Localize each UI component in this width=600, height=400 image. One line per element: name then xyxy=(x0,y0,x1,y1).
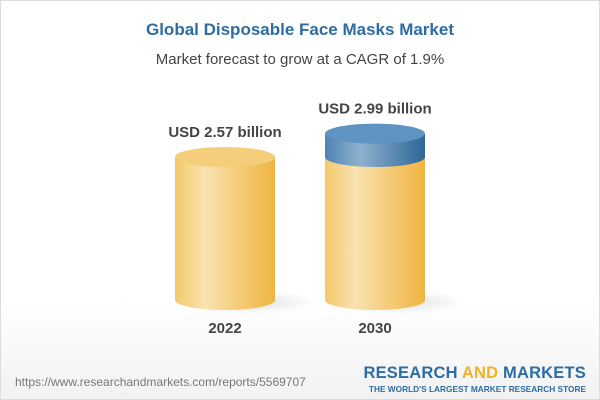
logo-text-and: AND xyxy=(461,364,499,382)
bar-2030-top xyxy=(325,123,425,144)
logo-text-markets: MARKETS xyxy=(498,364,586,382)
logo-tagline: THE WORLD'S LARGEST MARKET RESEARCH STOR… xyxy=(368,384,586,394)
chart-title: Global Disposable Face Masks Market xyxy=(145,20,454,39)
category-label-2022: 2022 xyxy=(208,320,241,337)
source-url[interactable]: https://www.researchandmarkets.com/repor… xyxy=(15,375,306,389)
bar-2022-body xyxy=(175,157,275,310)
research-and-markets-logo: RESEARCH AND MARKETS THE WORLD'S LARGEST… xyxy=(363,364,586,394)
logo-text-research: RESEARCH xyxy=(363,364,462,382)
data-label-2030: USD 2.99 billion xyxy=(318,101,431,118)
category-label-2030: 2030 xyxy=(358,320,391,337)
bar-2022-top xyxy=(175,147,275,167)
data-label-2022: USD 2.57 billion xyxy=(168,124,281,141)
chart-subtitle: Market forecast to grow at a CAGR of 1.9… xyxy=(155,51,445,68)
bar-2030-base-body xyxy=(325,157,425,310)
